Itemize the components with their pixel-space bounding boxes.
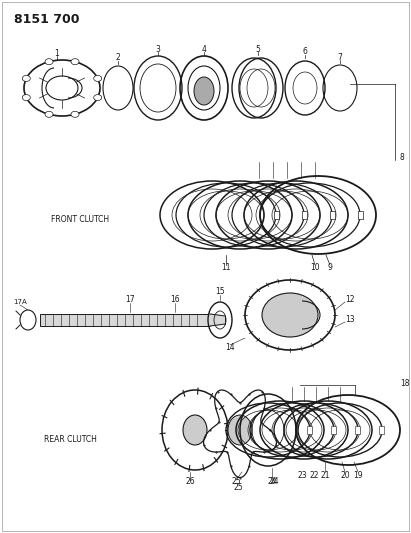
- Text: 15: 15: [215, 287, 225, 296]
- Text: 3: 3: [155, 44, 160, 53]
- Bar: [331, 426, 336, 434]
- Bar: [358, 211, 363, 219]
- Text: 8: 8: [400, 154, 405, 163]
- Text: 5: 5: [256, 44, 261, 53]
- Text: 16: 16: [170, 295, 180, 304]
- Text: 13: 13: [345, 316, 355, 325]
- Ellipse shape: [262, 293, 318, 337]
- Text: 9: 9: [328, 262, 332, 271]
- Bar: [40, 314, 210, 326]
- Text: REAR CLUTCH: REAR CLUTCH: [44, 435, 97, 445]
- Text: 24: 24: [267, 478, 277, 487]
- Ellipse shape: [22, 94, 30, 101]
- Ellipse shape: [45, 111, 53, 117]
- Bar: [379, 426, 384, 434]
- Text: 17: 17: [125, 295, 135, 304]
- Ellipse shape: [45, 59, 53, 64]
- Ellipse shape: [22, 76, 30, 82]
- Text: 10: 10: [310, 262, 320, 271]
- Bar: [330, 211, 335, 219]
- Text: 6: 6: [302, 47, 307, 56]
- Text: 18: 18: [400, 378, 409, 387]
- Bar: [355, 426, 360, 434]
- Bar: [307, 426, 312, 434]
- Text: 2: 2: [115, 53, 120, 62]
- Text: 1: 1: [55, 49, 59, 58]
- Text: 12: 12: [345, 295, 355, 304]
- Ellipse shape: [183, 415, 207, 445]
- Polygon shape: [210, 314, 225, 326]
- Text: 25: 25: [231, 478, 241, 487]
- Ellipse shape: [94, 94, 102, 101]
- Text: FRONT CLUTCH: FRONT CLUTCH: [51, 215, 109, 224]
- Text: 17A: 17A: [13, 299, 27, 305]
- Text: 24: 24: [269, 478, 279, 487]
- Ellipse shape: [94, 76, 102, 82]
- Text: 19: 19: [353, 471, 363, 480]
- Text: 21: 21: [320, 471, 330, 480]
- Ellipse shape: [71, 59, 79, 64]
- Ellipse shape: [71, 111, 79, 117]
- Text: 7: 7: [337, 52, 342, 61]
- Text: 14: 14: [225, 343, 235, 352]
- Text: 23: 23: [297, 471, 307, 480]
- Bar: [302, 211, 307, 219]
- Text: 20: 20: [340, 471, 350, 480]
- Ellipse shape: [194, 77, 214, 105]
- Text: 4: 4: [201, 44, 206, 53]
- Text: 26: 26: [185, 478, 195, 487]
- Text: 22: 22: [309, 471, 319, 480]
- Ellipse shape: [228, 415, 252, 445]
- Text: 25: 25: [233, 483, 243, 492]
- Text: 11: 11: [221, 262, 231, 271]
- Text: 8151 700: 8151 700: [14, 13, 79, 26]
- Bar: [274, 211, 279, 219]
